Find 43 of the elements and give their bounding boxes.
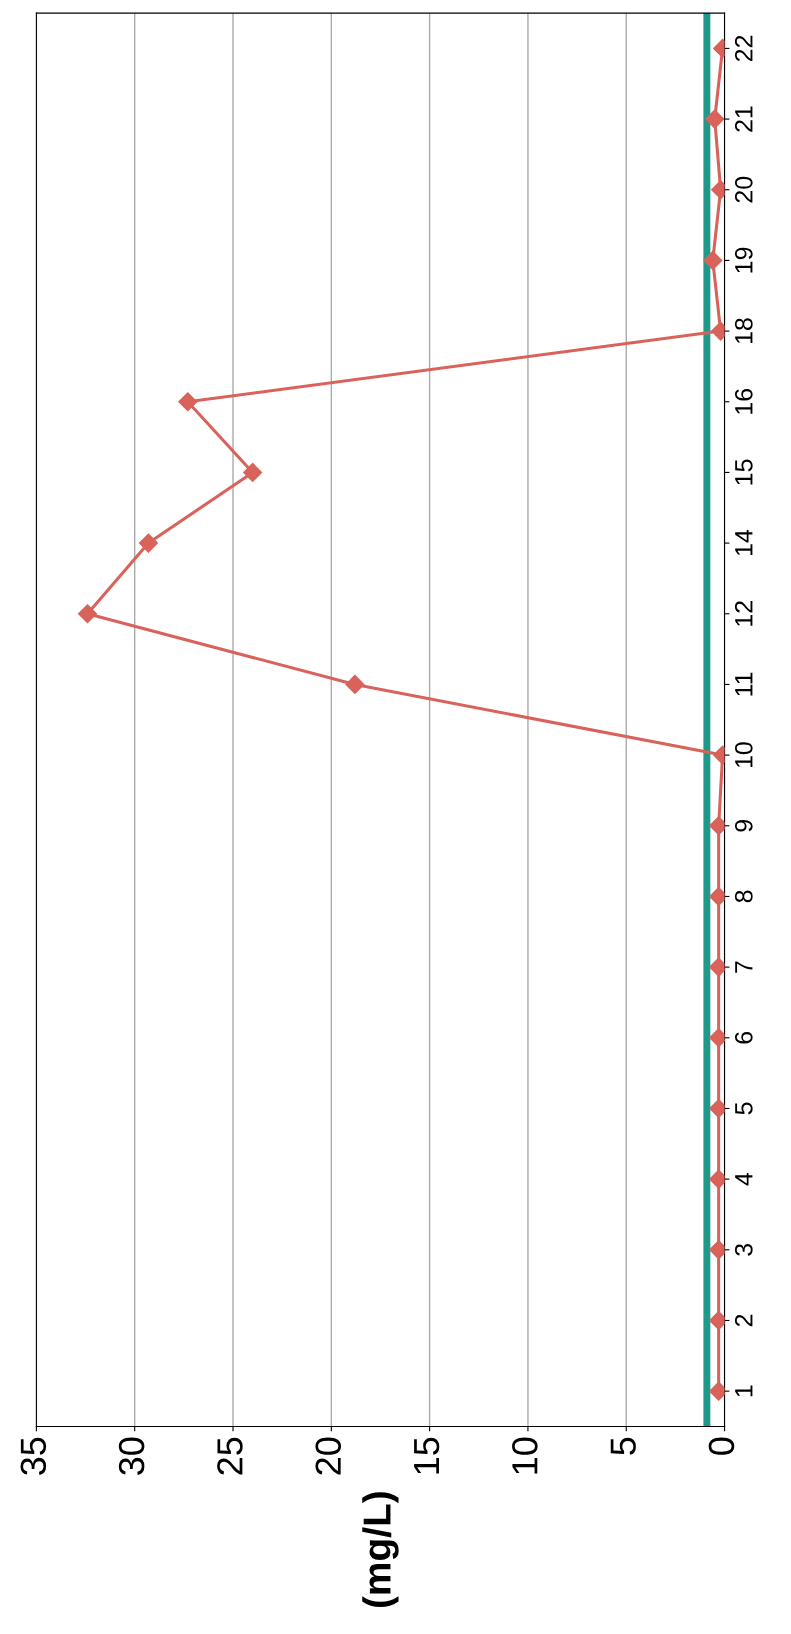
x-tick-label: 20 [315, 1437, 342, 1475]
y-tick-label: 21 [734, 106, 753, 132]
y-tick-label: 16 [734, 388, 753, 414]
x-tick-label: 30 [118, 1437, 145, 1475]
point [709, 1028, 725, 1048]
point [709, 1169, 725, 1189]
point [709, 957, 725, 977]
y-tick-label: 3 [734, 1243, 753, 1256]
y-tick-label: 10 [734, 742, 753, 768]
point [709, 816, 725, 836]
y-tick-label: 15 [735, 459, 753, 485]
y-tick-label: 18 [734, 318, 753, 344]
y-tick-label: 11 [735, 672, 753, 696]
y-tick-label: 2 [734, 1314, 753, 1327]
y-tick-label: 4 [735, 1172, 753, 1186]
y-axis-title: (mg/L) [362, 1492, 399, 1608]
point [243, 462, 263, 482]
x-tick-label: 35 [20, 1437, 47, 1475]
y-tick-label: 7 [735, 961, 753, 973]
point [709, 1240, 725, 1260]
x-tick-label: 0 [708, 1437, 735, 1455]
point [709, 1310, 725, 1331]
point [709, 1098, 725, 1118]
y-tick-label: 12 [734, 601, 753, 626]
x-tick-label: 25 [217, 1437, 243, 1475]
x-tick-label: 15 [414, 1437, 440, 1474]
y-tick-label: 5 [735, 1102, 753, 1115]
y-tick-label: 8 [734, 890, 753, 903]
y-tick-label: 9 [734, 820, 753, 832]
y-tick-label: 1 [735, 1385, 753, 1397]
x-tick-label: 10 [512, 1437, 538, 1474]
y-tick-label: 6 [734, 1031, 753, 1044]
y-tick-label: 19 [734, 247, 753, 273]
point [178, 392, 198, 412]
y-tick-label: 22 [734, 35, 753, 62]
y-tick-label: 14 [735, 529, 753, 556]
point [138, 533, 158, 553]
point [709, 1381, 725, 1401]
point [77, 604, 98, 624]
point [345, 674, 365, 694]
point [709, 886, 725, 906]
x-tick-label: 5 [610, 1437, 636, 1455]
y-tick-label: 20 [734, 176, 753, 203]
